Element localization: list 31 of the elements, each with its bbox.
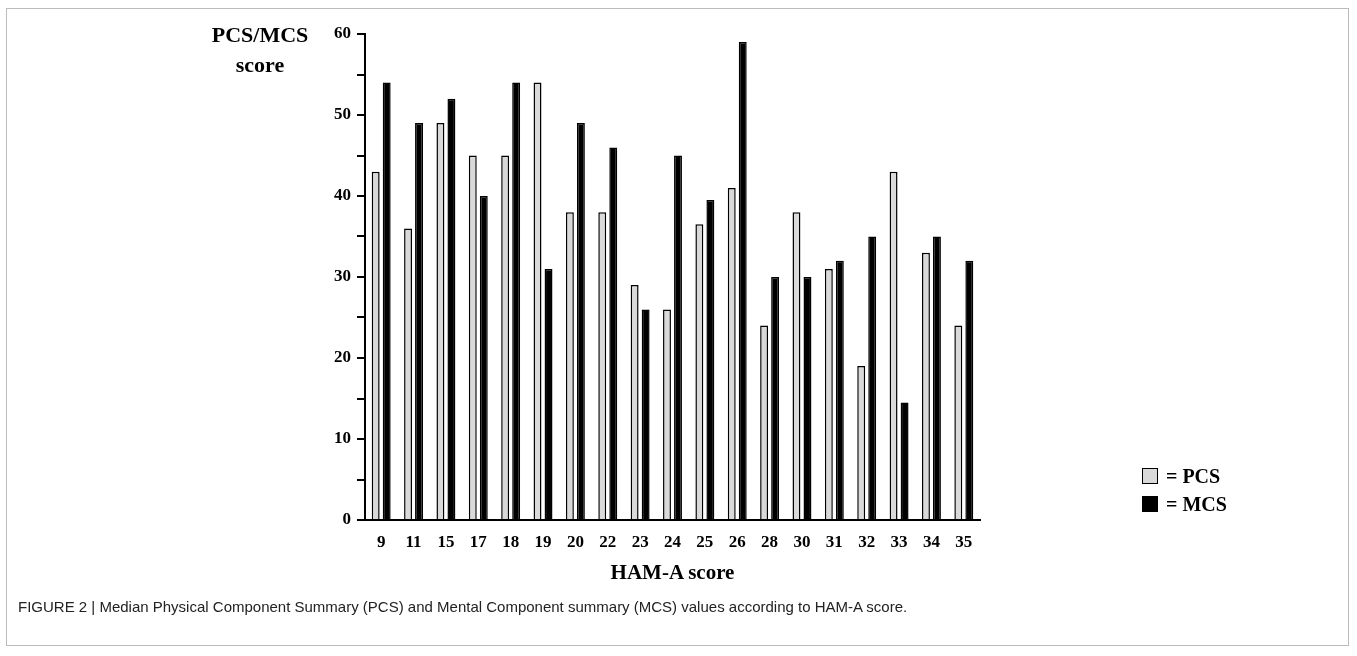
legend-label: = PCS xyxy=(1166,464,1221,488)
y-tick-label: 20 xyxy=(334,347,351,367)
x-tick-label: 33 xyxy=(890,531,908,551)
x-tick-label: 9 xyxy=(376,531,386,551)
y-tick-label: 0 xyxy=(342,509,351,529)
x-tick-label: 31 xyxy=(825,531,843,551)
x-tick-label: 18 xyxy=(502,531,520,551)
caption: FIGURE 2 | Median Physical Component Summary (PCS) and Mental Component summary (MCS) values according to HAM-A score. xyxy=(18,598,909,615)
x-tick-label: 25 xyxy=(696,531,714,551)
x-tick-label: 35 xyxy=(955,531,973,551)
x-tick-label: 11 xyxy=(405,531,422,551)
y-tick-label: 60 xyxy=(334,23,351,43)
y-tick-label: 40 xyxy=(334,185,351,205)
x-tick-label: 20 xyxy=(566,531,584,551)
x-tick-label: 23 xyxy=(631,531,649,551)
x-tick-label: 34 xyxy=(922,531,941,551)
x-tick-label: 24 xyxy=(664,531,682,551)
x-tick-label: 17 xyxy=(469,531,488,551)
x-tick-label: 32 xyxy=(858,531,876,551)
x-tick-label: 26 xyxy=(728,531,746,551)
y-tick-label: 10 xyxy=(334,428,351,448)
y-tick-label: 50 xyxy=(334,104,351,124)
x-tick-label: 30 xyxy=(793,531,811,551)
legend-label: = MCS xyxy=(1166,492,1227,516)
y-axis-title: PCS/MCS score xyxy=(210,21,310,79)
x-tick-label: 19 xyxy=(534,531,552,551)
x-tick-label: 28 xyxy=(761,531,779,551)
x-tick-label: 22 xyxy=(599,531,617,551)
x-tick-label: 15 xyxy=(437,531,455,551)
x-axis-title: HAM-A score xyxy=(610,559,735,584)
y-tick-label: 30 xyxy=(334,266,351,286)
